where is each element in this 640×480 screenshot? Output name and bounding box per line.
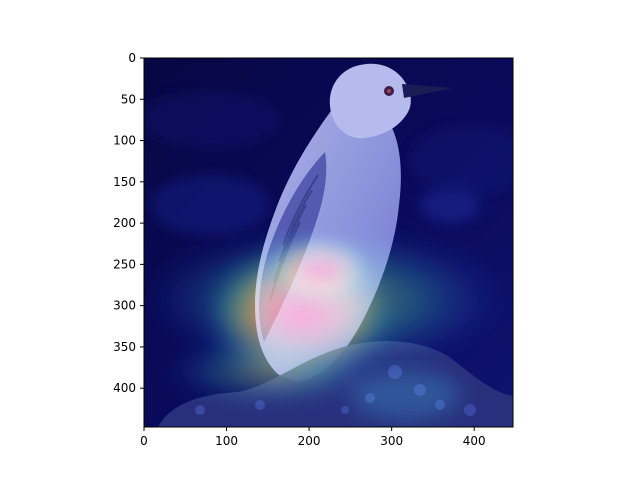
y-tick-label: 50 xyxy=(121,92,136,106)
heatmap-lower-patch xyxy=(165,335,375,405)
x-tick-label: 300 xyxy=(380,434,403,448)
heatmap-rock-spot xyxy=(350,370,460,420)
bird-beak xyxy=(402,84,453,98)
y-axis: 0 50 100 150 200 250 300 350 400 xyxy=(113,51,144,395)
background-texture xyxy=(144,92,513,235)
x-tick-label: 200 xyxy=(298,434,321,448)
x-axis: 0 100 200 300 400 xyxy=(140,427,486,448)
bird-head xyxy=(329,63,411,139)
heatmap-hot-spot xyxy=(265,235,375,305)
y-tick-label: 250 xyxy=(113,257,136,271)
y-tick-label: 100 xyxy=(113,134,136,148)
y-tick-label: 200 xyxy=(113,216,136,230)
y-tick-label: 300 xyxy=(113,299,136,313)
bird-eye-highlight xyxy=(387,89,391,93)
y-tick-label: 350 xyxy=(113,340,136,354)
y-tick-label: 400 xyxy=(113,381,136,395)
heatmap-overlay xyxy=(145,228,505,420)
x-tick-label: 0 xyxy=(140,434,148,448)
y-tick-label: 150 xyxy=(113,175,136,189)
plot-area xyxy=(144,58,513,427)
axes-frame xyxy=(143,57,514,428)
x-tick-label: 400 xyxy=(463,434,486,448)
x-tick-label: 100 xyxy=(215,434,238,448)
y-tick-label: 0 xyxy=(128,51,136,65)
